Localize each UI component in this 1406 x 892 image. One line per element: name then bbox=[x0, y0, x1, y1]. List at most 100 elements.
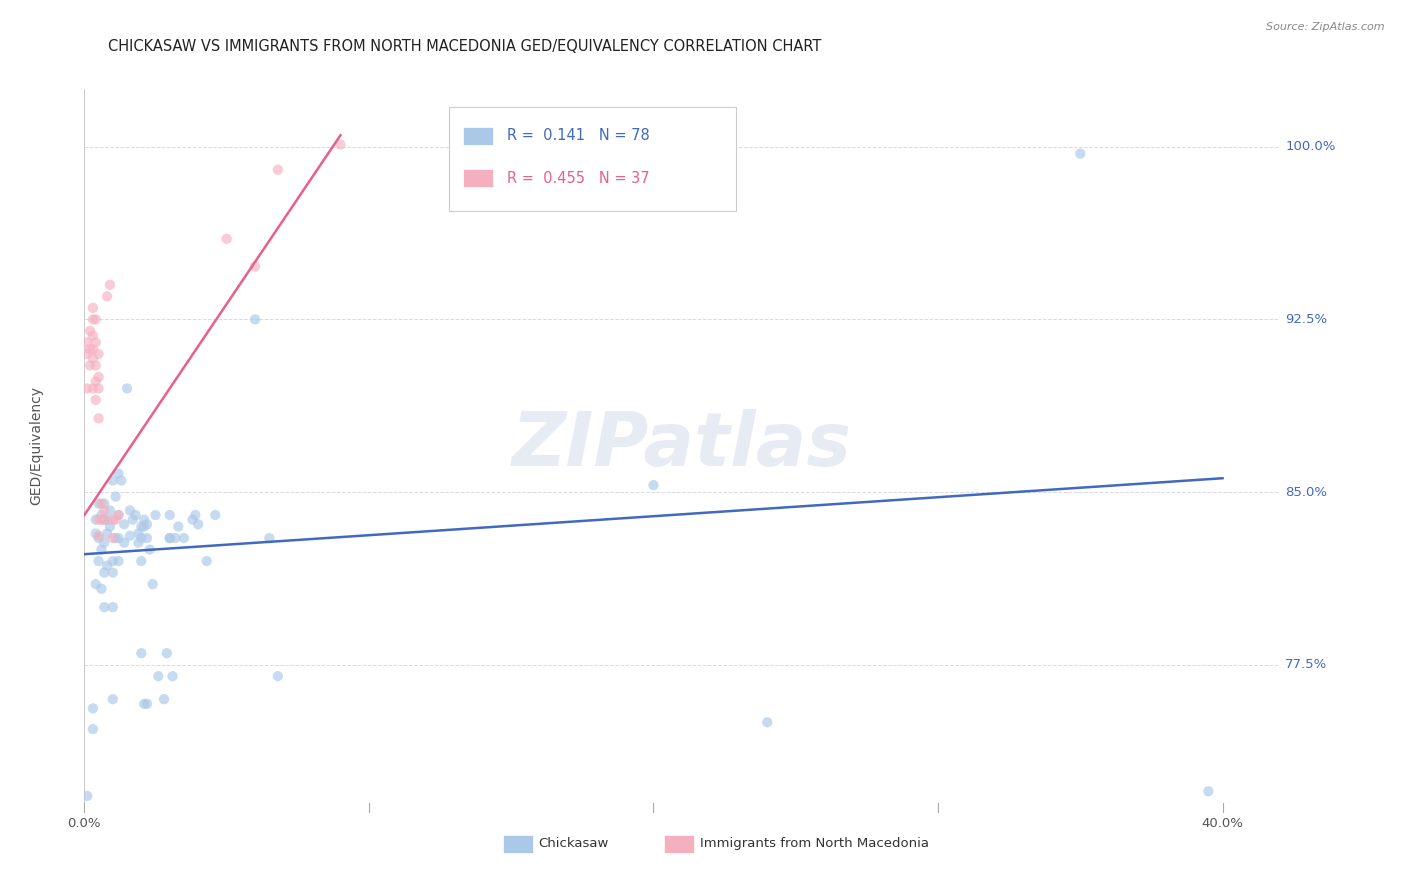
Text: GED/Equivalency: GED/Equivalency bbox=[30, 386, 44, 506]
Point bbox=[98, 503, 121, 517]
Bar bbox=[503, 835, 533, 853]
Point bbox=[87, 411, 110, 425]
Point bbox=[167, 519, 190, 533]
Point bbox=[87, 370, 110, 384]
Point bbox=[96, 526, 118, 541]
Text: ZIPatlas: ZIPatlas bbox=[512, 409, 852, 483]
Point bbox=[87, 381, 110, 395]
Point bbox=[267, 669, 290, 683]
Text: Source: ZipAtlas.com: Source: ZipAtlas.com bbox=[1267, 22, 1385, 32]
Text: 0.0%: 0.0% bbox=[67, 816, 101, 830]
Point bbox=[93, 503, 115, 517]
Point bbox=[159, 531, 181, 545]
Point bbox=[101, 692, 124, 706]
Text: 92.5%: 92.5% bbox=[1285, 313, 1327, 326]
Point bbox=[87, 529, 110, 543]
Point bbox=[215, 232, 238, 246]
Point bbox=[162, 669, 184, 683]
Point bbox=[101, 600, 124, 615]
Point bbox=[93, 566, 115, 580]
Text: 40.0%: 40.0% bbox=[1202, 816, 1243, 830]
Point bbox=[153, 692, 176, 706]
Point bbox=[243, 312, 266, 326]
Point bbox=[82, 301, 104, 315]
Point bbox=[136, 531, 159, 545]
Point bbox=[112, 517, 135, 532]
Point bbox=[132, 697, 156, 711]
Point bbox=[84, 312, 107, 326]
Point bbox=[139, 542, 162, 557]
Point bbox=[1197, 784, 1219, 798]
Point bbox=[82, 343, 104, 357]
Point bbox=[82, 351, 104, 366]
Point bbox=[756, 715, 779, 730]
Point bbox=[129, 519, 152, 533]
Point bbox=[90, 513, 112, 527]
Text: R =  0.141   N = 78: R = 0.141 N = 78 bbox=[508, 128, 650, 143]
Point bbox=[93, 600, 115, 615]
Point bbox=[93, 513, 115, 527]
Point bbox=[129, 646, 152, 660]
Point bbox=[82, 381, 104, 395]
Point bbox=[87, 513, 110, 527]
Point bbox=[184, 508, 207, 522]
Bar bbox=[664, 835, 695, 853]
Point bbox=[82, 328, 104, 343]
Point bbox=[82, 701, 104, 715]
Point bbox=[84, 359, 107, 373]
Point bbox=[148, 669, 170, 683]
Text: CHICKASAW VS IMMIGRANTS FROM NORTH MACEDONIA GED/EQUIVALENCY CORRELATION CHART: CHICKASAW VS IMMIGRANTS FROM NORTH MACED… bbox=[108, 38, 821, 54]
Point bbox=[90, 582, 112, 596]
Point bbox=[136, 697, 159, 711]
Point bbox=[87, 531, 110, 545]
Point bbox=[121, 513, 143, 527]
Text: 77.5%: 77.5% bbox=[1285, 658, 1327, 671]
Point bbox=[165, 531, 187, 545]
Point bbox=[87, 554, 110, 568]
Point bbox=[107, 531, 129, 545]
Point bbox=[101, 474, 124, 488]
Point bbox=[159, 531, 181, 545]
Point bbox=[124, 508, 146, 522]
Point bbox=[132, 513, 156, 527]
Point bbox=[127, 535, 149, 549]
Point bbox=[76, 789, 98, 803]
Point bbox=[79, 359, 101, 373]
Point bbox=[195, 554, 218, 568]
FancyBboxPatch shape bbox=[449, 107, 735, 211]
Point bbox=[76, 381, 98, 395]
Point bbox=[98, 277, 121, 292]
Point bbox=[267, 162, 290, 177]
Point bbox=[96, 558, 118, 573]
Point bbox=[159, 508, 181, 522]
Point bbox=[107, 508, 129, 522]
Point bbox=[84, 526, 107, 541]
Point bbox=[84, 577, 107, 591]
Point bbox=[84, 335, 107, 350]
Point bbox=[93, 497, 115, 511]
Point bbox=[107, 554, 129, 568]
Point bbox=[104, 531, 127, 545]
Point bbox=[87, 497, 110, 511]
Point bbox=[112, 535, 135, 549]
Point bbox=[101, 531, 124, 545]
Point bbox=[173, 531, 195, 545]
Point bbox=[104, 513, 127, 527]
Point bbox=[96, 513, 118, 527]
Point bbox=[101, 566, 124, 580]
Point bbox=[107, 467, 129, 481]
Point bbox=[156, 646, 179, 660]
Point bbox=[136, 517, 159, 532]
Point bbox=[259, 531, 281, 545]
Point bbox=[204, 508, 226, 522]
Text: 85.0%: 85.0% bbox=[1285, 485, 1327, 499]
Point bbox=[187, 517, 209, 532]
Point bbox=[142, 577, 165, 591]
Point bbox=[127, 526, 149, 541]
Point bbox=[84, 392, 107, 407]
Point bbox=[104, 490, 127, 504]
Point bbox=[90, 542, 112, 557]
Point bbox=[79, 324, 101, 338]
Point bbox=[84, 375, 107, 389]
Point bbox=[129, 531, 152, 545]
